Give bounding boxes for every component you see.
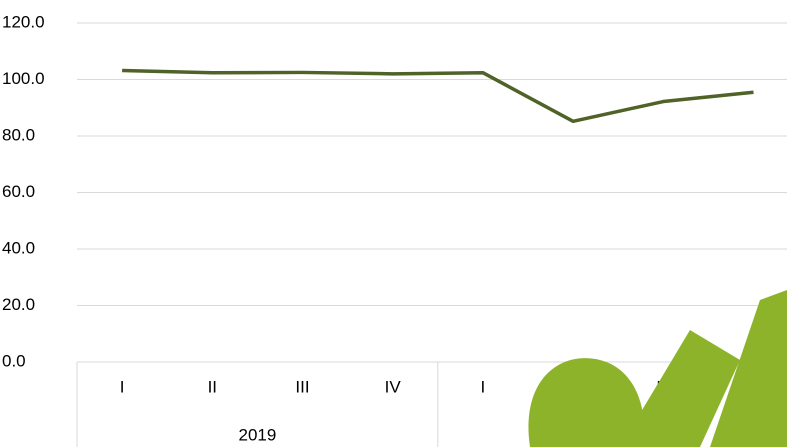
y-tick-label: 120.0	[2, 12, 45, 31]
y-tick-label: 80.0	[2, 125, 35, 144]
y-tick-label: 60.0	[2, 182, 35, 201]
watermark	[528, 290, 787, 447]
group-label: 2019	[238, 425, 276, 444]
y-tick-label: 40.0	[2, 238, 35, 257]
y-tick-label: 0.0	[2, 351, 26, 370]
x-tick-label: II	[208, 377, 217, 396]
y-tick-label: 100.0	[2, 69, 45, 88]
x-tick-label: IV	[385, 377, 402, 396]
x-tick-label: I	[481, 377, 486, 396]
x-tick-label: III	[295, 377, 309, 396]
x-tick-label: I	[120, 377, 125, 396]
line	[122, 68, 754, 124]
y-tick-label: 20.0	[2, 295, 35, 314]
